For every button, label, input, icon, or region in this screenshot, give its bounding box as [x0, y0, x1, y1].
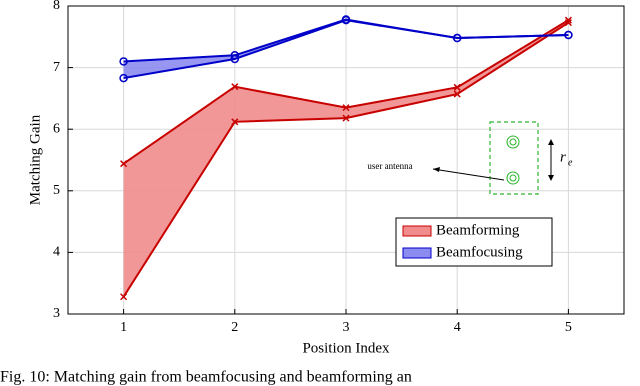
antenna-diagram: user antenna r e	[367, 121, 573, 195]
y-tick-label: 4	[53, 245, 60, 260]
marker	[452, 33, 462, 43]
antenna-ring	[509, 138, 517, 146]
marker	[564, 16, 572, 24]
x-tick-label: 2	[231, 320, 238, 335]
y-axis-label: Matching Gain	[27, 114, 43, 205]
antenna-ring	[506, 135, 520, 149]
x-tick-label: 1	[120, 320, 127, 335]
antenna-label: user antenna	[367, 161, 412, 171]
plot-frame	[67, 5, 625, 315]
antenna-box	[489, 121, 539, 195]
legend-swatch	[402, 247, 432, 259]
radius-subscript: e	[568, 157, 573, 168]
marker	[342, 114, 350, 122]
y-tick-label: 8	[53, 0, 60, 13]
marker	[231, 118, 239, 126]
x-tick-label: 5	[565, 320, 572, 335]
marker	[564, 30, 573, 40]
radius-label: r	[560, 149, 566, 165]
band-area	[123, 20, 569, 297]
legend-label: Beamforming	[436, 222, 520, 238]
x-tick-label: 4	[454, 320, 461, 335]
pointer-arrow	[432, 168, 505, 181]
y-tick-label: 6	[53, 121, 60, 136]
marker	[119, 57, 128, 66]
y-tick-label: 5	[53, 183, 60, 198]
legend-label: Beamfocusing	[436, 244, 523, 260]
marker	[119, 73, 128, 83]
marker	[342, 104, 350, 112]
marker	[231, 83, 239, 91]
series-line	[123, 19, 569, 80]
antenna-ring	[509, 174, 517, 182]
y-tick-label: 7	[53, 60, 60, 75]
marker	[564, 19, 572, 27]
x-tick-label: 3	[343, 320, 350, 335]
y-tick-label: 3	[53, 306, 60, 321]
marker	[453, 83, 461, 91]
x-axis-label: Position Index	[302, 340, 390, 356]
marker	[120, 293, 128, 301]
arrow-head	[433, 167, 440, 172]
legend-swatch	[402, 225, 432, 237]
marker	[120, 160, 128, 168]
caption: Fig. 10: Matching gain from beamfocusing…	[0, 369, 412, 386]
antenna-ring	[506, 171, 520, 185]
marker	[341, 15, 351, 25]
marker	[230, 54, 240, 64]
marker	[453, 90, 461, 98]
